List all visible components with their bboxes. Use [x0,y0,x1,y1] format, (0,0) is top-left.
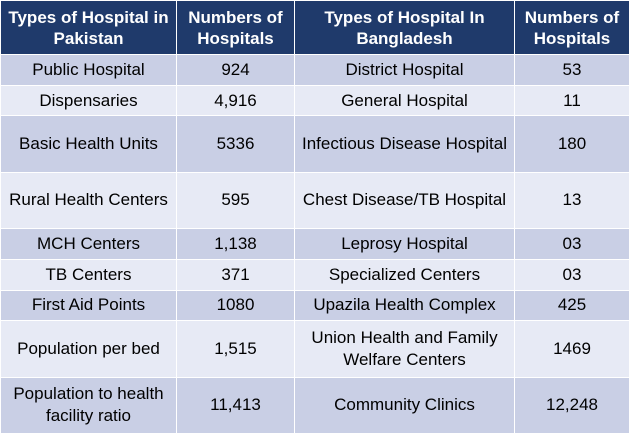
bangladesh-count-cell: 13 [514,171,629,230]
bangladesh-type-cell: Chest Disease/TB Hospital [294,171,515,230]
pakistan-count-cell: 1080 [176,289,295,322]
bangladesh-type-cell: Community Clinics [294,376,515,434]
bangladesh-count-cell: 12,248 [514,376,629,434]
table-row: TB Centers 371 Specialized Centers 03 [0,258,629,291]
bangladesh-type-cell: General Hospital [294,84,515,117]
bangladesh-count-cell: 11 [514,84,629,117]
bangladesh-type-cell: Infectious Disease Hospital [294,115,515,173]
pakistan-type-cell: Basic Health Units [0,115,177,173]
bangladesh-count-cell: 425 [514,289,629,322]
pakistan-count-cell: 924 [176,54,295,86]
table-row: MCH Centers 1,138 Leprosy Hospital 03 [0,228,629,260]
header-bangladesh-count: Numbers of Hospitals [514,0,629,55]
pakistan-count-cell: 1,515 [176,320,295,378]
table-row: Basic Health Units 5336 Infectious Disea… [0,115,629,173]
bangladesh-count-cell: 03 [514,258,629,291]
header-bangladesh-type: Types of Hospital In Bangladesh [294,0,515,55]
bangladesh-type-cell: District Hospital [294,54,515,86]
pakistan-count-cell: 11,413 [176,376,295,434]
bangladesh-type-cell: Upazila Health Complex [294,289,515,322]
pakistan-count-cell: 1,138 [176,228,295,260]
table-row: Public Hospital 924 District Hospital 53 [0,54,629,86]
table-row: Dispensaries 4,916 General Hospital 11 [0,84,629,117]
pakistan-count-cell: 4,916 [176,84,295,117]
bangladesh-count-cell: 03 [514,228,629,260]
table-row: Population to health facility ratio 11,4… [0,376,629,434]
bangladesh-count-cell: 180 [514,115,629,173]
header-row: Types of Hospital in Pakistan Numbers of… [0,0,629,55]
pakistan-type-cell: Rural Health Centers [0,171,177,230]
header-pakistan-type: Types of Hospital in Pakistan [0,0,177,55]
header-pakistan-count: Numbers of Hospitals [176,0,295,55]
pakistan-count-cell: 371 [176,258,295,291]
pakistan-type-cell: First Aid Points [0,289,177,322]
pakistan-type-cell: MCH Centers [0,228,177,260]
pakistan-count-cell: 5336 [176,115,295,173]
pakistan-type-cell: TB Centers [0,258,177,291]
table-row: First Aid Points 1080 Upazila Health Com… [0,289,629,322]
table-row: Rural Health Centers 595 Chest Disease/T… [0,171,629,230]
table-row: Population per bed 1,515 Union Health an… [0,320,629,378]
bangladesh-type-cell: Specialized Centers [294,258,515,291]
bangladesh-count-cell: 53 [514,54,629,86]
pakistan-type-cell: Dispensaries [0,84,177,117]
bangladesh-type-cell: Leprosy Hospital [294,228,515,260]
pakistan-type-cell: Population to health facility ratio [0,376,177,434]
pakistan-count-cell: 595 [176,171,295,230]
pakistan-type-cell: Population per bed [0,320,177,378]
bangladesh-type-cell: Union Health and Family Welfare Centers [294,320,515,378]
bangladesh-count-cell: 1469 [514,320,629,378]
pakistan-type-cell: Public Hospital [0,54,177,86]
